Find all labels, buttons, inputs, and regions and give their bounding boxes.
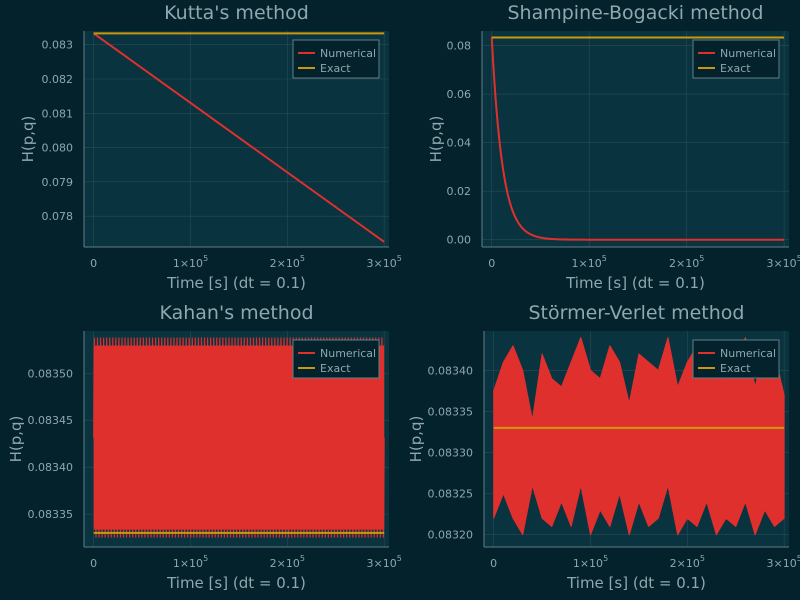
legend-label-numerical: Numerical [320, 47, 376, 60]
y-axis-label: H(p,q) [407, 416, 425, 463]
x-axis-label: Time [s] (dt = 0.1) [565, 274, 705, 292]
series-numerical [93, 32, 385, 243]
x-tick-label: 2×105 [670, 554, 705, 570]
x-tick-label: 2×105 [669, 254, 704, 270]
x-tick-label: 1×105 [173, 254, 208, 270]
y-axis-label: H(p,q) [427, 116, 445, 163]
y-tick-label: 0.082 [42, 73, 74, 86]
y-axis-label: H(p,q) [19, 116, 37, 163]
legend-label-numerical: Numerical [320, 347, 376, 360]
legend-label-exact: Exact [320, 362, 351, 375]
x-tick-label: 0 [90, 257, 97, 270]
y-tick-label: 0.08340 [28, 461, 74, 474]
y-tick-label: 0.081 [42, 107, 74, 120]
x-tick-label: 3×105 [766, 254, 800, 270]
legend-label-numerical: Numerical [720, 347, 776, 360]
y-tick-label: 0.08350 [28, 367, 74, 380]
chart-panel-2: 0 1×105 2×105 3×105 0.00 0.02 0.04 0.06 0.08 Sham… [427, 2, 800, 292]
y-tick-label: 0.08 [447, 40, 472, 53]
legend-box [692, 339, 780, 379]
x-tick-label: 0 [490, 557, 497, 570]
x-tick-label: 0 [488, 257, 495, 270]
y-tick-label: 0.079 [42, 176, 74, 189]
legend-label-exact: Exact [320, 62, 351, 75]
y-tick-label: 0.06 [447, 88, 472, 101]
chart-panel-3: 0 1×105 2×105 3×105 0.08335 0.08340 0.08345 0.0… [7, 302, 402, 592]
chart-title: Shampine-Bogacki method [507, 2, 763, 24]
y-axis-label: H(p,q) [7, 416, 25, 463]
chart-title: Kutta's method [164, 2, 309, 24]
legend-label-exact: Exact [720, 62, 751, 75]
legend: Numerical Exact [692, 339, 780, 379]
y-tick-label: 0.08330 [428, 447, 474, 460]
y-tick-label: 0.04 [447, 137, 472, 150]
chart-title: Störmer-Verlet method [528, 302, 744, 324]
legend-label-exact: Exact [720, 362, 751, 375]
y-tick-label: 0.08325 [428, 488, 474, 501]
legend-label-numerical: Numerical [720, 47, 776, 60]
y-tick-label: 0.08335 [28, 508, 74, 521]
legend-box [292, 39, 380, 79]
x-tick-label: 1×105 [573, 554, 608, 570]
y-tick-label: 0.08320 [428, 529, 474, 542]
y-tick-label: 0.08340 [428, 364, 474, 377]
x-axis-label: Time [s] (dt = 0.1) [566, 574, 706, 592]
x-tick-label: 3×105 [767, 554, 800, 570]
y-tick-label: 0.078 [42, 210, 74, 223]
legend: Numerical Exact [692, 39, 780, 79]
y-tick-label: 0.02 [447, 185, 472, 198]
chart-title: Kahan's method [159, 302, 313, 324]
x-tick-label: 0 [90, 557, 97, 570]
x-tick-label: 1×105 [173, 554, 208, 570]
y-tick-label: 0.00 [447, 234, 472, 247]
legend-box [292, 339, 380, 379]
x-tick-label: 1×105 [572, 254, 607, 270]
chart-panel-1: 0 1×105 2×105 3×105 0.078 0.079 0.080 0.081 0.08… [19, 2, 402, 292]
legend-box [692, 39, 780, 79]
y-tick-label: 0.08345 [28, 414, 74, 427]
series-group [93, 32, 385, 243]
x-tick-label: 2×105 [270, 254, 305, 270]
legend: Numerical Exact [292, 39, 380, 79]
y-tick-label: 0.080 [42, 142, 74, 155]
x-tick-label: 2×105 [270, 554, 305, 570]
series-numerical [490, 37, 785, 241]
series-numerical [493, 337, 785, 536]
x-axis-label: Time [s] (dt = 0.1) [166, 574, 306, 592]
series-group [490, 36, 785, 241]
chart-panel-4: 0 1×105 2×105 3×105 0.08320 0.08325 0.08330 0.0… [407, 302, 800, 592]
x-axis-label: Time [s] (dt = 0.1) [166, 274, 306, 292]
y-tick-label: 0.083 [42, 39, 74, 52]
legend: Numerical Exact [292, 339, 380, 379]
series-group [493, 337, 785, 536]
x-tick-label: 3×105 [367, 254, 402, 270]
y-tick-label: 0.08335 [428, 405, 474, 418]
x-tick-label: 3×105 [367, 554, 402, 570]
